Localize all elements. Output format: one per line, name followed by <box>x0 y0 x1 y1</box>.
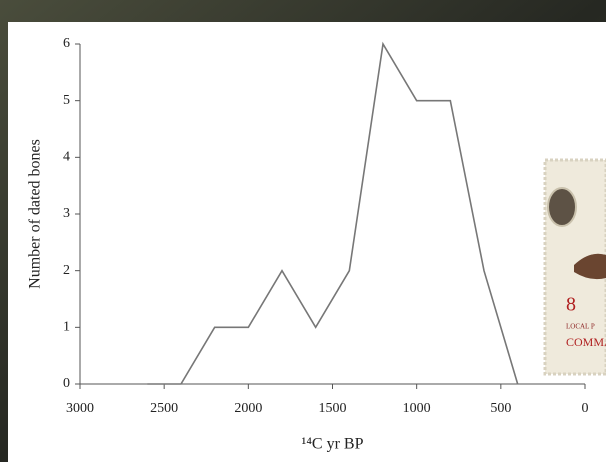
x-axis-label: ¹⁴C yr BP <box>302 436 364 453</box>
stamp-text: LOCAL P <box>566 323 595 331</box>
x-tick-label: 1500 <box>319 401 347 416</box>
x-tick-label: 1000 <box>403 401 431 416</box>
stamp-illustration <box>574 253 606 280</box>
stamp-number: 8 <box>566 294 576 316</box>
data-line <box>147 41 519 385</box>
x-tick-label: 500 <box>490 401 511 416</box>
x-tick-label: 2500 <box>150 401 178 416</box>
y-tick-label: 3 <box>63 206 70 221</box>
stamp-portrait <box>547 187 577 227</box>
stamp-text: COMMA <box>566 335 606 349</box>
x-tick-label: 0 <box>582 401 589 416</box>
y-axis-label: Number of dated bones <box>27 139 44 289</box>
y-tick-label: 2 <box>63 263 70 278</box>
x-tick-label: 3000 <box>66 401 94 416</box>
y-tick-label: 4 <box>63 150 70 165</box>
y-tick-label: 6 <box>63 36 70 51</box>
stamp: 8 LOCAL P COMMA <box>543 158 606 376</box>
y-tick-label: 5 <box>63 93 70 108</box>
chart: 0 1 2 3 4 5 6 3000 2500 2000 1500 1000 500 0 ¹⁴C yr BP… <box>27 36 589 452</box>
y-tick-label: 1 <box>63 320 70 335</box>
chart-panel <box>8 22 606 462</box>
y-tick-label: 0 <box>63 376 70 391</box>
x-tick-label: 2000 <box>234 401 262 416</box>
